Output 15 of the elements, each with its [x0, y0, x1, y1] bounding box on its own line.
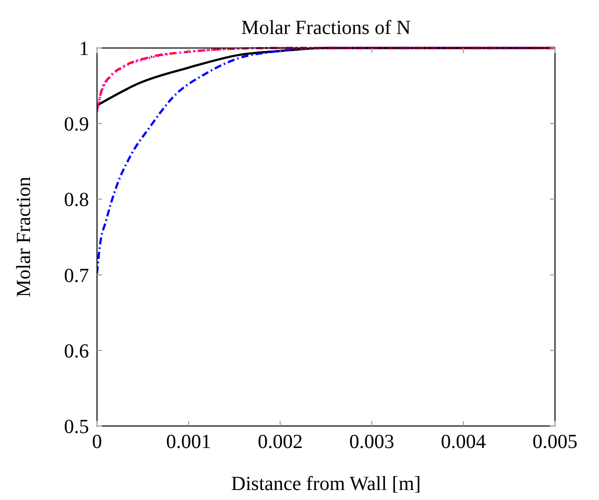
- x-tick-label: 0.002: [258, 431, 303, 453]
- x-tick-label: 0.003: [349, 431, 394, 453]
- x-tick-label: 0: [92, 431, 102, 453]
- y-tick-label: 0.7: [64, 264, 89, 287]
- x-tick-label: 0.005: [532, 431, 578, 453]
- x-tick-label: 0.004: [440, 431, 486, 453]
- y-tick-label: 0.9: [64, 114, 89, 136]
- chart-title: Molar Fractions of N: [241, 17, 411, 39]
- y-tick-label: 0.5: [64, 416, 89, 438]
- y-axis-title: Molar Fraction: [13, 176, 35, 298]
- x-tick-label: 0.001: [166, 431, 212, 453]
- x-axis-title: Distance from Wall [m]: [231, 473, 421, 495]
- y-tick-label: 0.8: [64, 189, 89, 212]
- y-tick-label: 0.6: [64, 340, 89, 362]
- y-tick-label: 1: [79, 38, 89, 60]
